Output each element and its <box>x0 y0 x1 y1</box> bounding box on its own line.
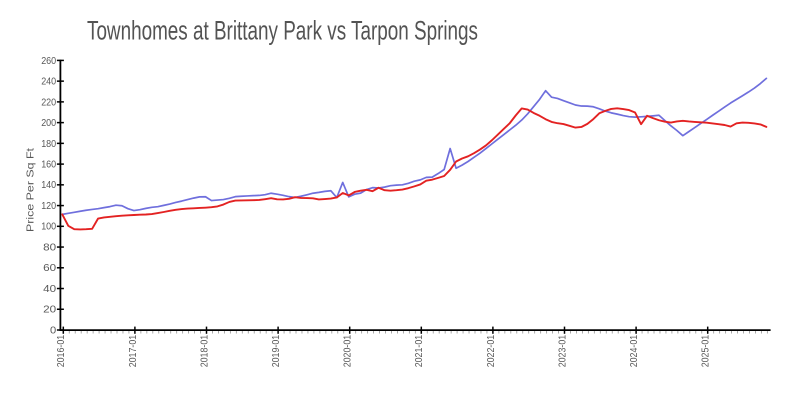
svg-text:2019-01: 2019-01 <box>270 335 282 368</box>
svg-text:80: 80 <box>43 241 56 253</box>
svg-text:180: 180 <box>41 138 56 150</box>
svg-text:2021-01: 2021-01 <box>413 335 425 368</box>
svg-text:2023-01: 2023-01 <box>556 335 568 368</box>
svg-text:2025-01: 2025-01 <box>700 335 712 368</box>
svg-text:Townhomes at Brittany Park vs: Townhomes at Brittany Park vs Tarpon Spr… <box>87 16 478 46</box>
svg-text:160: 160 <box>41 159 56 171</box>
svg-text:20: 20 <box>43 304 56 316</box>
svg-text:40: 40 <box>43 283 56 295</box>
svg-text:2016-01: 2016-01 <box>55 335 67 368</box>
svg-text:2024-01: 2024-01 <box>628 335 640 368</box>
svg-text:260: 260 <box>41 55 56 67</box>
svg-text:240: 240 <box>41 76 56 88</box>
svg-text:2018-01: 2018-01 <box>198 335 210 368</box>
svg-text:2022-01: 2022-01 <box>485 335 497 368</box>
svg-text:Price Per Sq Ft: Price Per Sq Ft <box>25 148 37 232</box>
svg-text:2020-01: 2020-01 <box>342 335 354 368</box>
svg-text:220: 220 <box>41 96 56 108</box>
svg-text:140: 140 <box>41 179 56 191</box>
svg-text:100: 100 <box>41 221 56 233</box>
svg-text:60: 60 <box>43 262 56 274</box>
svg-text:120: 120 <box>41 200 56 212</box>
svg-text:200: 200 <box>41 117 56 129</box>
svg-text:0: 0 <box>50 324 56 336</box>
svg-text:2017-01: 2017-01 <box>127 335 139 368</box>
